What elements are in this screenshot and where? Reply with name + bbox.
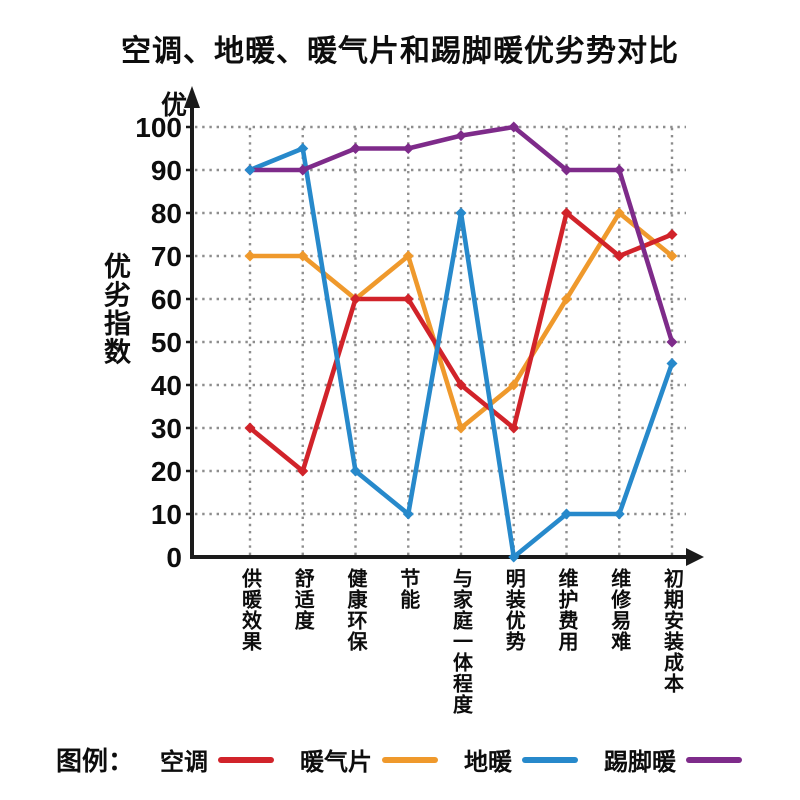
data-point-icon xyxy=(455,422,467,434)
legend-swatch xyxy=(382,756,439,763)
series-points-floor-heating xyxy=(244,143,678,563)
legend-label: 空调 xyxy=(160,749,209,776)
x-axis-label: 维修易难 xyxy=(607,568,630,652)
y-axis-tick-label: 100 xyxy=(135,112,182,143)
data-point-icon xyxy=(666,358,678,369)
data-point-icon xyxy=(613,207,625,219)
data-point-icon xyxy=(613,508,625,520)
y-axis-tick-labels: 0 10 20 30 40 50 60 70 80 90 100 xyxy=(135,112,182,573)
legend-label: 踢脚暖 xyxy=(604,749,677,776)
data-point-icon xyxy=(666,229,678,240)
legend-swatch xyxy=(522,756,579,763)
data-point-icon xyxy=(561,164,572,176)
y-axis-tick-label: 30 xyxy=(151,413,182,444)
x-axis-label: 节能 xyxy=(396,568,419,610)
chart-title: 空调、地暖、暖气片和踢脚暖优劣势对比 xyxy=(121,35,679,68)
series-points-radiator xyxy=(244,207,678,434)
y-axis-tick-label: 10 xyxy=(151,499,182,530)
data-point-icon xyxy=(561,207,572,219)
data-point-icon xyxy=(350,465,361,477)
data-point-icon xyxy=(666,250,678,262)
legend-swatch xyxy=(218,756,275,763)
data-point-icon xyxy=(508,551,520,563)
legend-label: 地暖 xyxy=(464,749,513,776)
data-point-icon xyxy=(508,121,520,133)
data-point-icon xyxy=(350,293,361,305)
data-point-icon xyxy=(402,293,414,305)
legend-item-radiator: 暖气片 xyxy=(300,742,439,777)
data-point-icon xyxy=(297,465,309,477)
legend-item-floor-heating: 地暖 xyxy=(464,742,579,777)
data-point-icon xyxy=(244,164,256,176)
data-point-icon xyxy=(455,207,467,219)
y-axis-tick-label: 70 xyxy=(151,241,182,272)
legend-label: 暖气片 xyxy=(300,749,373,776)
data-point-icon xyxy=(402,143,414,154)
legend-title: 图例： xyxy=(56,746,135,776)
data-point-icon xyxy=(402,508,414,520)
y-axis-arrow-icon xyxy=(184,86,200,108)
y-axis-max-label: 优 xyxy=(161,90,187,120)
axes xyxy=(184,86,704,566)
data-point-icon xyxy=(244,422,256,434)
data-point-icon xyxy=(561,508,572,520)
x-axis-label: 与家庭一体程度 xyxy=(449,568,472,715)
data-point-icon xyxy=(508,379,520,391)
y-axis-tick-label: 60 xyxy=(151,284,182,315)
data-point-icon xyxy=(297,250,309,262)
data-point-icon xyxy=(561,293,572,305)
y-axis-tick-label: 90 xyxy=(151,155,182,186)
legend-swatch xyxy=(686,756,743,763)
y-axis-title: 优劣指数 xyxy=(100,252,130,366)
data-point-icon xyxy=(613,164,625,176)
data-point-icon xyxy=(297,164,309,176)
y-axis-tick-label: 80 xyxy=(151,198,182,229)
data-point-icon xyxy=(508,422,520,434)
x-axis-arrow-icon xyxy=(686,548,704,566)
y-axis-tick-label: 20 xyxy=(151,456,182,487)
y-axis-tick-label: 40 xyxy=(151,370,182,401)
data-point-icon xyxy=(297,143,309,154)
data-point-icon xyxy=(350,143,361,154)
x-axis-label: 舒适度 xyxy=(291,568,314,631)
x-axis-label: 维护费用 xyxy=(555,568,577,652)
data-point-icon xyxy=(455,130,467,142)
legend-items: 空调 暖气片 地暖 踢脚暖 xyxy=(160,742,743,777)
x-axis-label: 健康环保 xyxy=(344,568,366,652)
series-points-baseboard-heater xyxy=(244,121,678,348)
data-point-icon xyxy=(244,250,256,262)
y-axis-tick-label: 50 xyxy=(151,327,182,358)
legend-item-air-conditioner: 空调 xyxy=(160,742,275,777)
data-point-icon xyxy=(666,336,678,348)
y-axis-tick-label: 0 xyxy=(166,542,182,573)
x-axis-label: 明装优势 xyxy=(502,568,525,652)
data-point-icon xyxy=(402,250,414,262)
x-axis-label: 初期安装成本 xyxy=(660,568,683,694)
x-axis-label: 供暖效果 xyxy=(238,568,261,652)
series-points-air-conditioner xyxy=(244,207,678,477)
legend: 图例： 空调 暖气片 地暖 踢脚暖 xyxy=(56,741,776,778)
data-point-icon xyxy=(613,250,625,262)
data-point-icon xyxy=(455,379,467,391)
legend-item-baseboard-heater: 踢脚暖 xyxy=(604,742,743,777)
